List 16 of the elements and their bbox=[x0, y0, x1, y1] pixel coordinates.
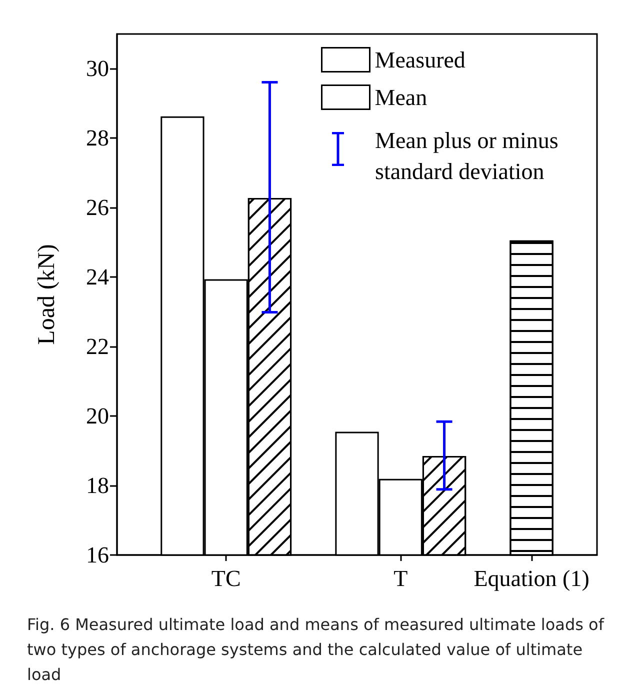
x-tick-label: T bbox=[394, 566, 408, 591]
y-axis-title: Load (kN) bbox=[34, 244, 60, 345]
y-tick-label: 16 bbox=[86, 542, 109, 568]
x-tick-label: TC bbox=[211, 566, 241, 591]
y-tick-label: 22 bbox=[86, 334, 109, 360]
y-tick-label: 24 bbox=[86, 264, 110, 290]
y-tick-label: 28 bbox=[86, 126, 109, 151]
legend-label: Measured bbox=[374, 47, 466, 72]
y-tick-label: 26 bbox=[86, 195, 109, 220]
annotation: Mean plus or minus standard deviation bbox=[375, 127, 560, 186]
caption: Fig. 6 Measured ultimate load and means of measured ultimate loads of two types of anchorage systems and the calculated value of ultimate load bbox=[27, 614, 606, 686]
y-tick-label: 18 bbox=[86, 473, 109, 498]
x-tick-label: Equation (1) bbox=[474, 566, 590, 591]
y-tick-label: 20 bbox=[86, 404, 109, 429]
legend-label: Mean bbox=[374, 84, 428, 110]
y-tick-label: 30 bbox=[86, 56, 109, 82]
